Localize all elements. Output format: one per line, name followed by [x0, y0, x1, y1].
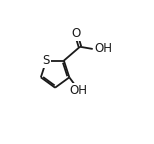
- Text: OH: OH: [70, 84, 88, 97]
- Text: OH: OH: [94, 42, 112, 55]
- Text: S: S: [43, 54, 50, 67]
- Text: O: O: [71, 28, 81, 40]
